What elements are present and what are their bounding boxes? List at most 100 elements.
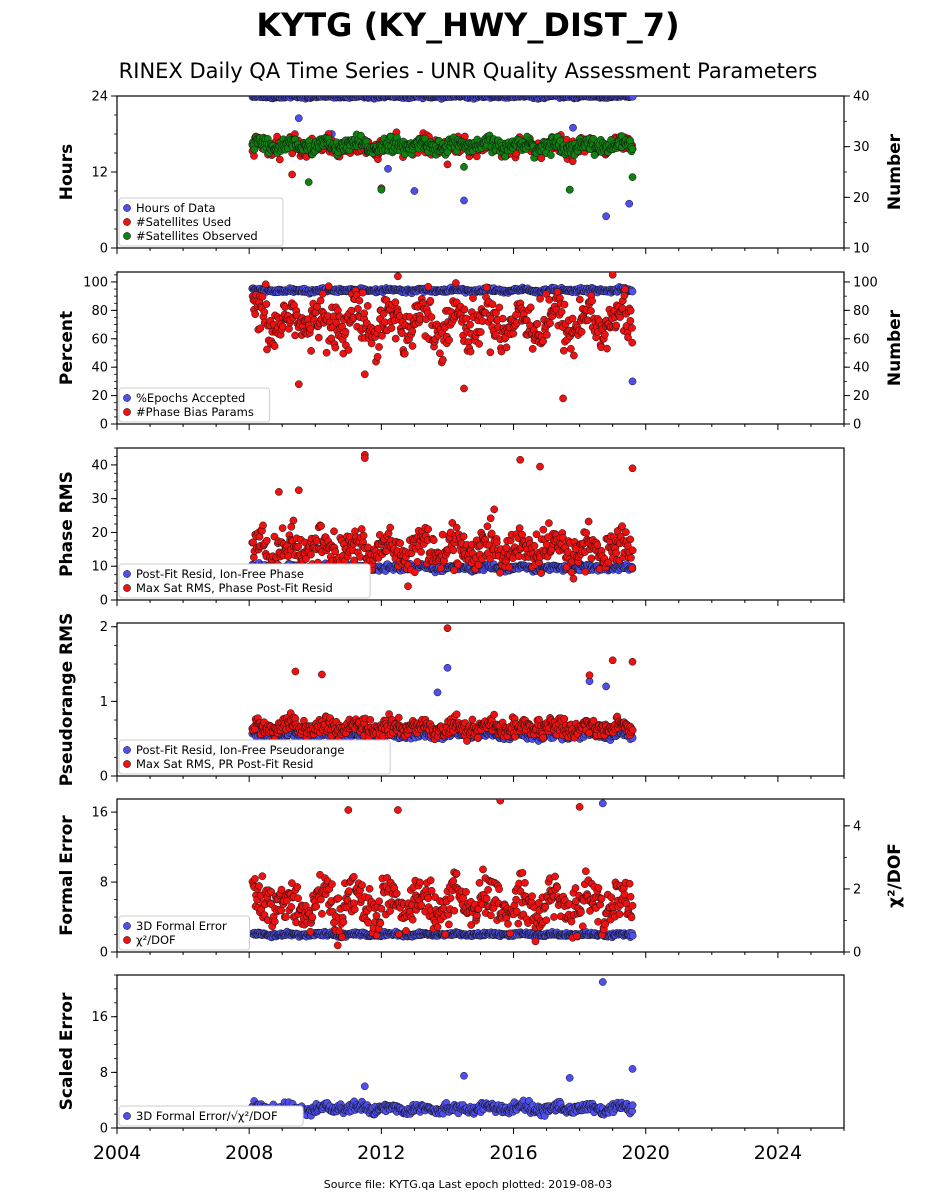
data-point-outlier bbox=[460, 196, 468, 205]
y-tick-label: 12 bbox=[91, 166, 108, 181]
data-point bbox=[486, 514, 495, 523]
data-point bbox=[363, 302, 372, 310]
points-group bbox=[248, 96, 637, 221]
legend-box bbox=[118, 563, 371, 599]
y-tick-label: 0 bbox=[100, 418, 108, 433]
data-point bbox=[324, 282, 333, 291]
series-3 bbox=[248, 130, 637, 194]
data-point-outlier bbox=[628, 464, 637, 473]
data-point-outlier bbox=[294, 380, 303, 389]
data-point bbox=[618, 522, 626, 531]
data-point bbox=[307, 347, 315, 355]
data-point-outlier bbox=[433, 688, 442, 697]
data-point bbox=[545, 519, 553, 527]
data-point bbox=[505, 563, 514, 572]
data-point bbox=[262, 536, 271, 545]
data-point bbox=[259, 521, 267, 530]
data-point bbox=[413, 557, 422, 566]
data-point bbox=[603, 344, 611, 353]
data-point bbox=[354, 304, 362, 313]
data-point-outlier bbox=[443, 160, 452, 169]
y-tick-label: 20 bbox=[91, 389, 108, 404]
data-point bbox=[545, 295, 554, 304]
data-point bbox=[560, 300, 569, 309]
data-point-outlier bbox=[625, 199, 634, 208]
data-point bbox=[612, 549, 621, 557]
data-point bbox=[628, 338, 637, 347]
data-point bbox=[584, 517, 593, 526]
data-point bbox=[621, 285, 629, 294]
y2-tick-label: 40 bbox=[853, 90, 870, 105]
data-point bbox=[622, 528, 630, 537]
data-point bbox=[318, 289, 327, 298]
data-point-outlier bbox=[536, 462, 544, 471]
data-point bbox=[601, 330, 609, 339]
y2-tick-label: 10 bbox=[853, 242, 870, 257]
legend-marker bbox=[123, 408, 131, 416]
data-point bbox=[570, 351, 578, 360]
data-point bbox=[454, 560, 463, 569]
y-tick-label: 0 bbox=[100, 770, 108, 785]
data-point bbox=[539, 733, 548, 742]
data-point bbox=[263, 345, 271, 354]
data-point bbox=[569, 574, 578, 583]
data-point bbox=[450, 566, 458, 575]
data-point bbox=[256, 324, 265, 333]
data-point bbox=[278, 524, 287, 532]
data-point bbox=[449, 546, 458, 555]
data-point bbox=[486, 348, 495, 357]
y-tick-label: 10 bbox=[91, 560, 108, 575]
data-point bbox=[417, 548, 425, 556]
data-point bbox=[466, 347, 475, 356]
data-point bbox=[628, 546, 637, 555]
data-point bbox=[360, 309, 369, 318]
data-point bbox=[426, 296, 435, 305]
data-point bbox=[588, 297, 596, 305]
data-point bbox=[408, 327, 417, 336]
legend-label: #Satellites Used bbox=[136, 215, 231, 229]
data-point bbox=[491, 330, 500, 339]
y-tick-label: 80 bbox=[91, 304, 108, 319]
data-point bbox=[386, 523, 395, 532]
data-point bbox=[396, 539, 405, 548]
data-point-outlier bbox=[275, 488, 283, 496]
data-point bbox=[427, 313, 436, 321]
data-point-outlier bbox=[294, 486, 303, 495]
data-point bbox=[330, 527, 338, 536]
data-point bbox=[344, 346, 353, 354]
series-1 bbox=[248, 96, 637, 221]
data-point bbox=[460, 305, 469, 314]
data-point-outlier bbox=[304, 178, 313, 186]
data-point bbox=[587, 307, 595, 315]
data-point bbox=[347, 306, 356, 315]
legend-label: Post-Fit Resid, Ion-Free Phase bbox=[136, 567, 304, 581]
data-point bbox=[314, 333, 323, 342]
data-point bbox=[604, 558, 613, 567]
data-point bbox=[424, 525, 432, 534]
data-point bbox=[582, 529, 591, 537]
data-point bbox=[532, 530, 541, 539]
legend-marker bbox=[123, 570, 131, 578]
y-axis-label: Pseudorange RMS bbox=[57, 613, 77, 787]
data-point bbox=[452, 710, 461, 719]
data-point bbox=[374, 324, 383, 333]
data-point bbox=[262, 300, 271, 308]
y-tick-label: 40 bbox=[91, 458, 108, 473]
data-point bbox=[387, 324, 396, 332]
data-point bbox=[357, 525, 366, 533]
legend-label: #Phase Bias Params bbox=[136, 405, 254, 419]
data-point bbox=[258, 292, 267, 301]
data-point bbox=[628, 564, 636, 573]
data-point-outlier bbox=[410, 187, 419, 195]
legend-label: %Epochs Accepted bbox=[136, 391, 245, 405]
legend: %Epochs Accepted#Phase Bias Params bbox=[118, 387, 271, 423]
data-point bbox=[251, 310, 260, 319]
y-tick-label: 40 bbox=[91, 361, 108, 376]
data-point bbox=[628, 287, 637, 296]
series-2 bbox=[248, 450, 637, 591]
data-point bbox=[567, 568, 576, 577]
y2-tick-label: 20 bbox=[853, 389, 870, 404]
data-point bbox=[260, 308, 269, 316]
